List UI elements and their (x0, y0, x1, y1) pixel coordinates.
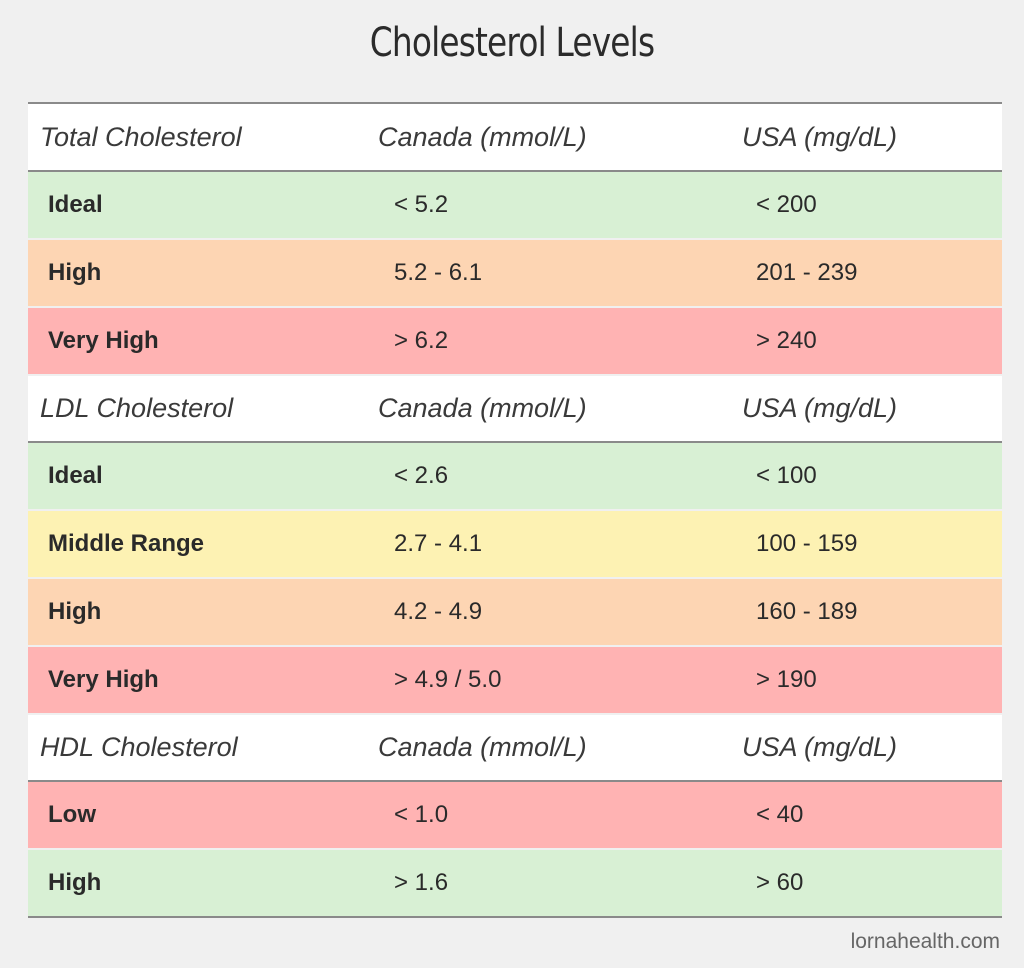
header-canada: Canada (mmol/L) (378, 393, 587, 423)
row-usa-value: > 190 (756, 666, 817, 693)
row-label: Very High (48, 327, 159, 354)
row-usa-value: 201 - 239 (756, 259, 858, 286)
table-row: Ideal < 2.6 < 100 (28, 443, 1002, 511)
row-canada-value: 4.2 - 4.9 (394, 598, 483, 625)
cholesterol-table: Total Cholesterol Canada (mmol/L) USA (m… (28, 102, 1002, 918)
row-canada-value: > 6.2 (394, 327, 449, 354)
table-row: High 4.2 - 4.9 160 - 189 (28, 579, 1002, 647)
row-label: Low (48, 801, 96, 828)
header-canada: Canada (mmol/L) (378, 121, 587, 152)
page-title: Cholesterol Levels (369, 20, 655, 66)
table-row: High 5.2 - 6.1 201 - 239 (28, 240, 1002, 308)
table-row: High > 1.6 > 60 (28, 850, 1002, 918)
row-canada-value: > 1.6 (394, 869, 449, 896)
header-category: LDL Cholesterol (40, 393, 234, 423)
section-header-total: Total Cholesterol Canada (mmol/L) USA (m… (28, 104, 1002, 172)
section-header-hdl: HDL Cholesterol Canada (mmol/L) USA (mg/… (28, 715, 1002, 782)
table-row: Middle Range 2.7 - 4.1 100 - 159 (28, 511, 1002, 579)
row-canada-value: < 2.6 (394, 462, 449, 489)
row-label: Ideal (48, 462, 103, 489)
header-usa: USA (mg/dL) (742, 121, 898, 152)
table-row: Very High > 4.9 / 5.0 > 190 (28, 647, 1002, 715)
row-usa-value: 160 - 189 (756, 598, 858, 625)
row-canada-value: < 1.0 (394, 801, 449, 828)
row-canada-value: < 5.2 (394, 191, 449, 218)
row-usa-value: > 60 (756, 869, 804, 896)
header-category: Total Cholesterol (40, 121, 242, 152)
row-label: High (48, 598, 102, 625)
row-label: Ideal (48, 191, 103, 218)
header-usa: USA (mg/dL) (742, 732, 898, 762)
row-usa-value: < 40 (756, 801, 804, 828)
row-canada-value: 2.7 - 4.1 (394, 530, 483, 557)
row-label: High (48, 259, 102, 286)
row-usa-value: < 200 (756, 191, 817, 218)
row-label: Very High (48, 666, 159, 693)
table-row: Ideal < 5.2 < 200 (28, 172, 1002, 240)
row-usa-value: < 100 (756, 462, 817, 489)
row-label: High (48, 869, 102, 896)
header-category: HDL Cholesterol (40, 732, 238, 762)
source-credit: lornahealth.com (850, 930, 1000, 953)
row-usa-value: > 240 (756, 327, 817, 354)
row-canada-value: > 4.9 / 5.0 (394, 666, 502, 693)
row-usa-value: 100 - 159 (756, 530, 858, 557)
table-row: Very High > 6.2 > 240 (28, 308, 1002, 376)
table-row: Low < 1.0 < 40 (28, 782, 1002, 850)
row-canada-value: 5.2 - 6.1 (394, 259, 483, 286)
header-canada: Canada (mmol/L) (378, 732, 587, 762)
section-header-ldl: LDL Cholesterol Canada (mmol/L) USA (mg/… (28, 376, 1002, 443)
header-usa: USA (mg/dL) (742, 393, 898, 423)
row-label: Middle Range (48, 530, 205, 557)
